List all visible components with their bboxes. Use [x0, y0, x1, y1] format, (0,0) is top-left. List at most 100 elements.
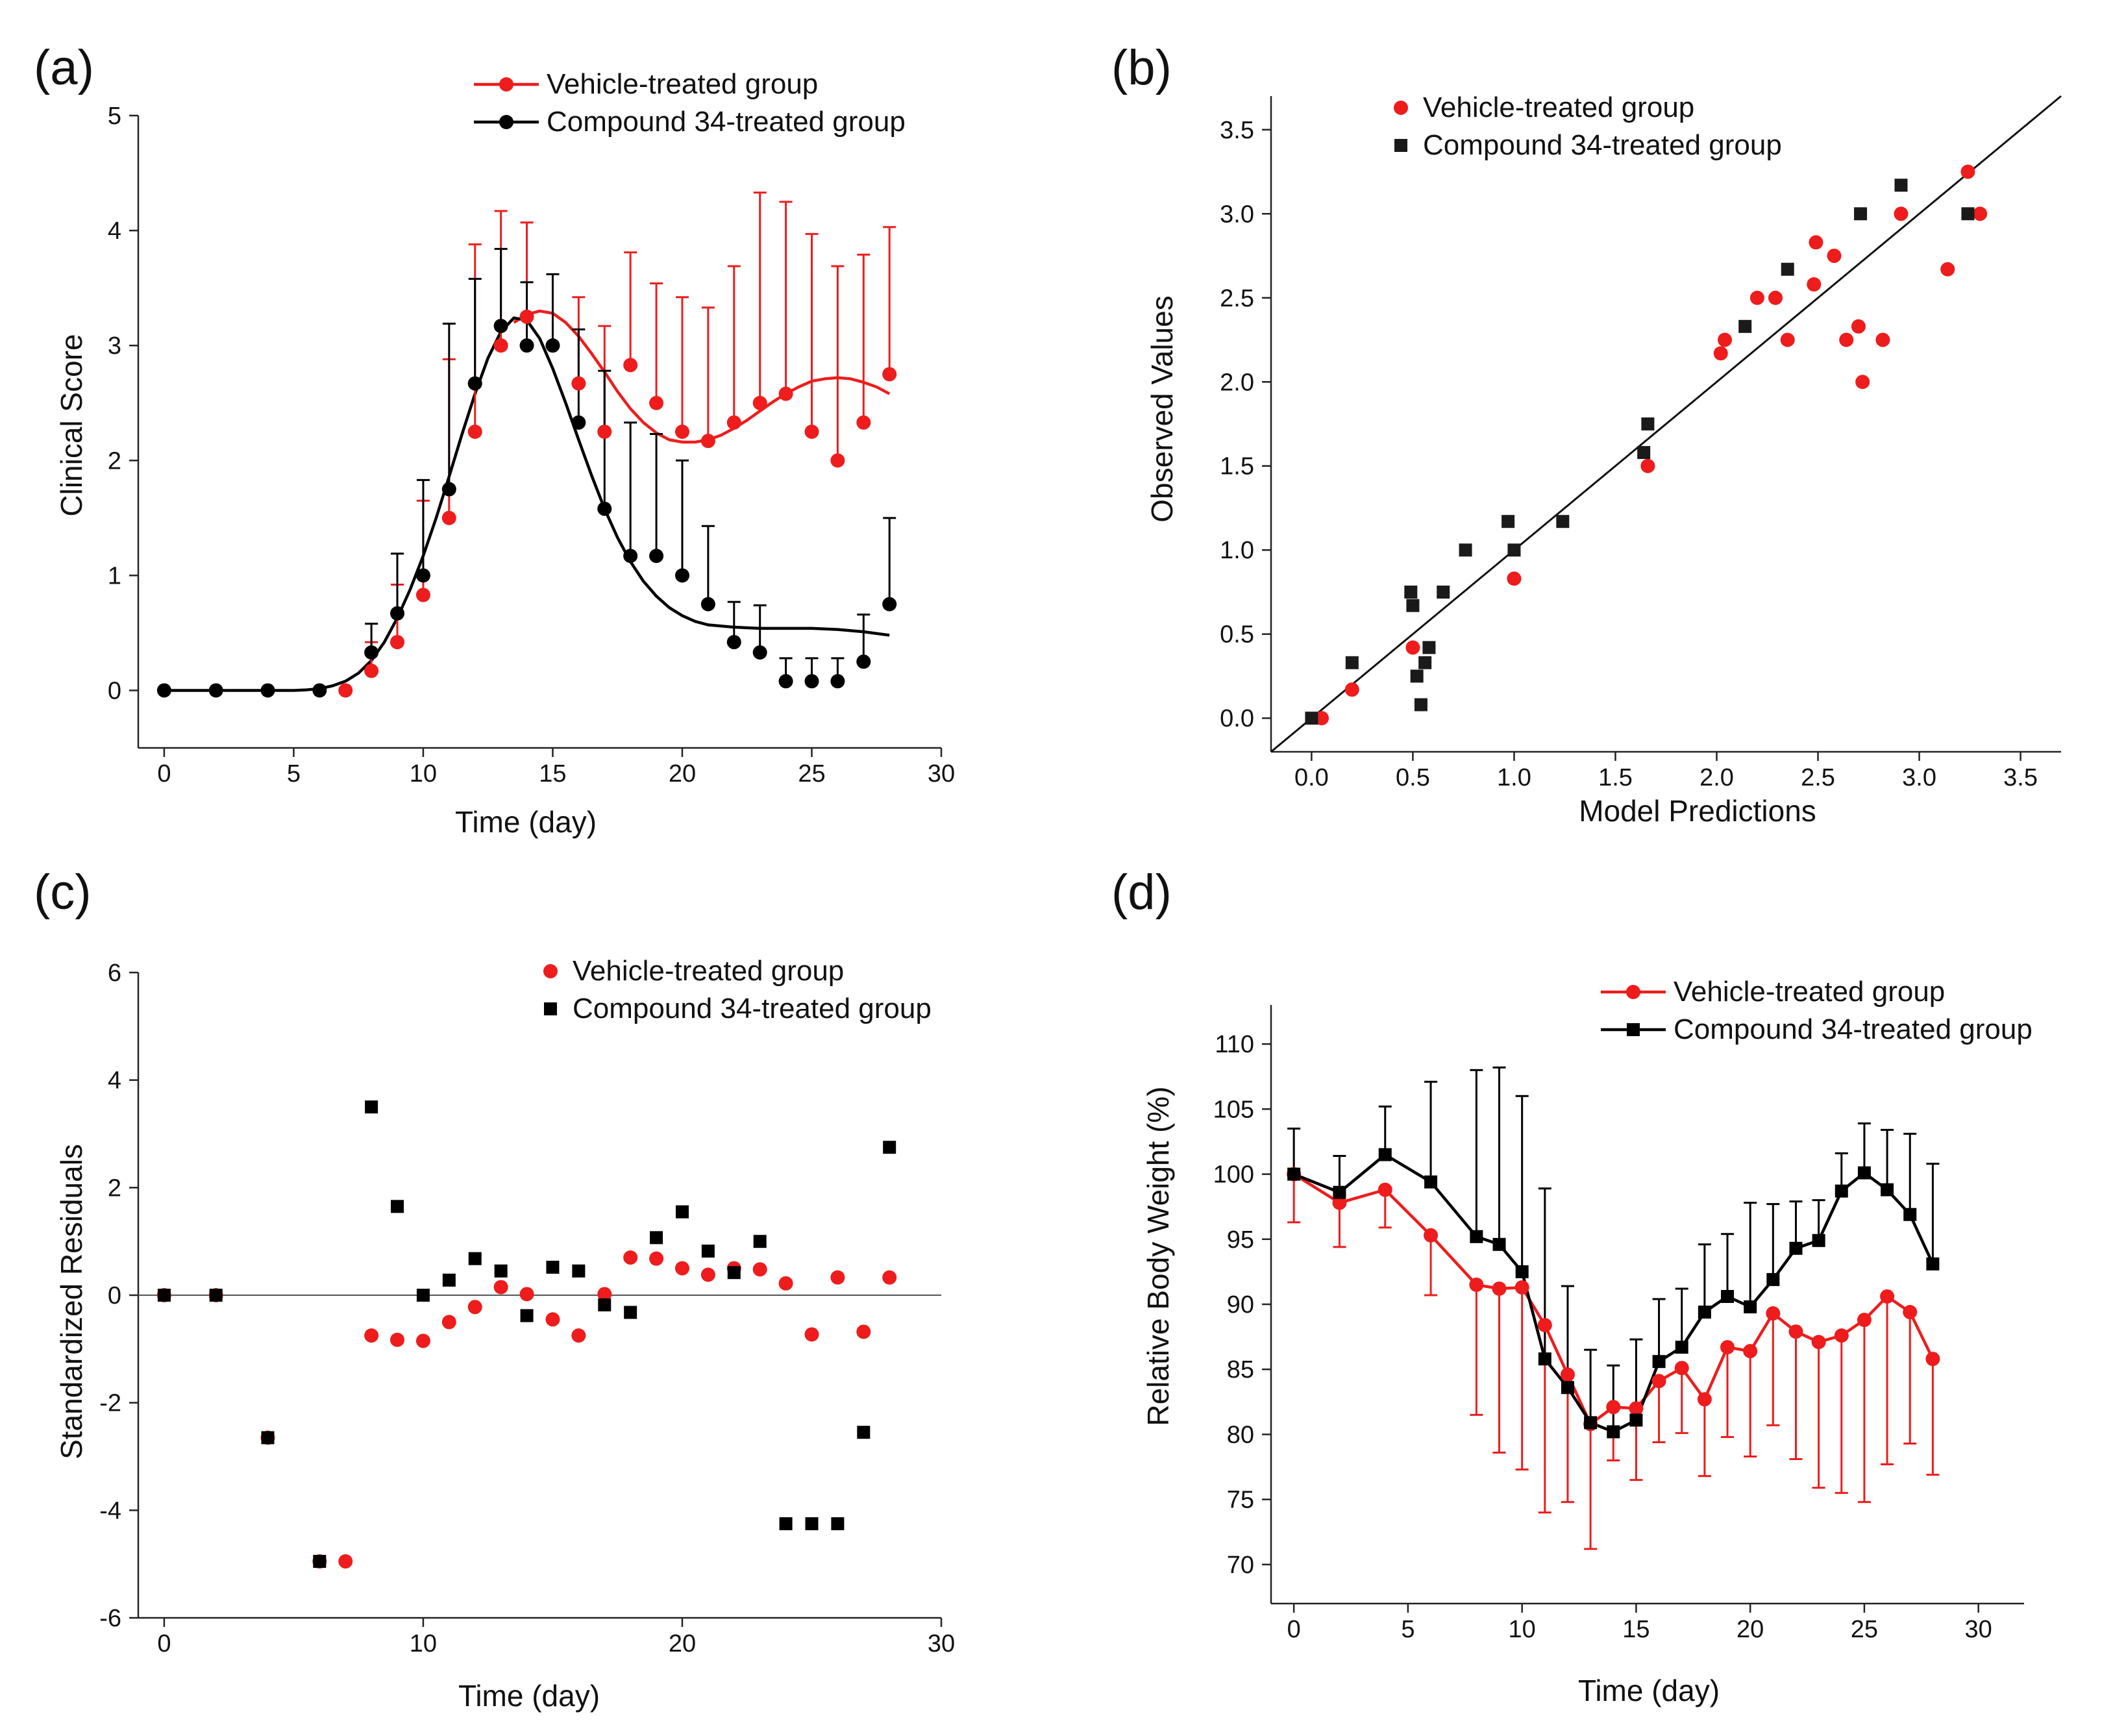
panel-d-data-point	[1560, 1367, 1575, 1382]
panel-a-data-point	[519, 309, 534, 324]
panel-b-data-point	[1875, 332, 1890, 347]
panel-d-legend-vehicle: Vehicle-treated group	[1674, 976, 1945, 1008]
panel-a-data-point	[364, 645, 379, 660]
panel-c-ytick-label: 4	[108, 1067, 121, 1095]
panel-b-data-point	[1405, 640, 1420, 655]
panel-c-data-point	[831, 1517, 845, 1531]
panel-b-identity-line	[1270, 95, 2062, 753]
panel-a-data-point	[623, 358, 638, 373]
panel-c-data-point	[546, 1260, 560, 1274]
panel-a-data-point	[804, 674, 819, 689]
panel-c-data-point	[493, 1280, 508, 1295]
panel-d-data-point	[1811, 1335, 1826, 1350]
panel-d-data-point	[1675, 1341, 1688, 1354]
panel-b-observed-vs-predicted: (b) Model Predictions Observed Values 0.…	[1111, 40, 2062, 828]
panel-d-data-point	[1721, 1289, 1735, 1303]
panel-a-ytick-label: 2	[108, 447, 121, 475]
panel-a-label: (a)	[34, 40, 94, 95]
panel-b-data-point	[1851, 319, 1866, 334]
panel-d-data-point	[1333, 1185, 1346, 1199]
panel-a-xtick-label: 15	[539, 760, 566, 787]
panel-d-data-point	[1606, 1400, 1621, 1415]
panel-a-data-point	[156, 683, 171, 698]
panel-a-data-point	[700, 597, 715, 612]
panel-b-data-point	[1418, 656, 1432, 669]
panel-a-data-point	[830, 453, 845, 468]
panel-d-xtick-label: 10	[1509, 1616, 1536, 1643]
panel-a-data-point	[830, 674, 845, 689]
panel-b-xtick-label: 0.5	[1396, 764, 1430, 791]
panel-b-data-point	[1827, 249, 1842, 264]
panel-b-data-point	[1749, 290, 1764, 305]
panel-b-ytick-label: 3.0	[1220, 201, 1254, 228]
panel-c-data-point	[857, 1426, 871, 1439]
panel-c-data-point	[365, 1100, 378, 1114]
panel-c-data-point	[674, 1261, 689, 1276]
panel-d-data-point	[1766, 1272, 1780, 1286]
panel-a-clinical-score: (a) Time (day) Clinical Score 0 5 10 15 20 25…	[34, 40, 955, 839]
panel-a-data-point	[260, 683, 275, 698]
panel-c-data-point	[391, 1200, 404, 1213]
panel-b-data-point	[1305, 712, 1318, 725]
panel-d-data-point	[1835, 1184, 1848, 1198]
panel-a-marks: 0 5 10 15 20 25 30 0 1 2 3 4 5	[108, 103, 955, 787]
panel-c-xtick-label: 30	[928, 1630, 955, 1657]
panel-a-data-point	[726, 415, 741, 430]
panel-b-data-point	[1437, 585, 1450, 599]
panel-a-data-point	[597, 501, 612, 516]
panel-c-data-point	[468, 1252, 482, 1265]
panel-c-data-point	[650, 1231, 663, 1245]
panel-a-data-point	[623, 549, 638, 564]
panel-a-data-point	[390, 606, 405, 621]
panel-d-relative-body-weight: (d) Time (day) Relative Body Weight (%) …	[1111, 865, 2033, 1707]
panel-d-ytick-label: 110	[1215, 1031, 1254, 1058]
panel-a-data-point	[778, 674, 793, 689]
panel-d-data-point	[1925, 1352, 1940, 1367]
panel-c-data-point	[441, 1315, 456, 1330]
panel-d-data-point	[1744, 1300, 1757, 1314]
panel-d-xtick-label: 25	[1851, 1616, 1878, 1643]
panel-b-data-point	[1404, 585, 1418, 599]
panel-a-data-point	[674, 425, 689, 439]
panel-c-legend-compound: Compound 34-treated group	[573, 993, 932, 1024]
panel-c-data-point	[390, 1332, 405, 1347]
panel-b-data-point	[1768, 290, 1783, 305]
panel-d-legend: Vehicle-treated group Compound 34-treate…	[1601, 976, 2033, 1045]
panel-a-ytick-label: 0	[108, 677, 121, 704]
panel-d-ytick-label: 105	[1213, 1096, 1254, 1123]
panel-b-ytick-label: 2.0	[1220, 369, 1254, 396]
panel-d-data-point	[1788, 1324, 1803, 1339]
panel-d-data-point	[1537, 1318, 1552, 1333]
panel-d-data-point	[1584, 1416, 1598, 1430]
panel-c-data-point	[157, 1289, 171, 1302]
panel-a-legend-compound: Compound 34-treated group	[547, 106, 906, 138]
panel-b-data-point	[1738, 319, 1752, 333]
panel-d-data-point	[1651, 1374, 1666, 1389]
panel-c-ytick-label: -2	[99, 1390, 121, 1417]
panel-a-xlabel: Time (day)	[455, 805, 597, 839]
panel-d-legend-marker	[1627, 1023, 1640, 1036]
panel-c-data-point	[804, 1327, 819, 1342]
panel-d-xtick-label: 20	[1736, 1616, 1764, 1643]
panel-b-data-point	[1839, 332, 1854, 347]
panel-d-xtick-label: 0	[1287, 1616, 1301, 1643]
panel-d-data-point	[1424, 1228, 1439, 1243]
panel-c-legend-marker	[544, 1002, 557, 1015]
panel-c-xlabel: Time (day)	[458, 1679, 600, 1713]
panel-c-data-point	[519, 1287, 534, 1302]
panel-c-data-point	[623, 1250, 638, 1265]
panel-d-data-point	[1903, 1208, 1917, 1221]
panel-c-data-point	[779, 1517, 793, 1531]
panel-d-ytick-label: 80	[1227, 1421, 1254, 1448]
panel-b-data-point	[1344, 682, 1359, 697]
panel-b-data-point	[1406, 599, 1420, 612]
panel-d-xtick-label: 5	[1401, 1616, 1415, 1643]
panel-b-data-point	[1637, 446, 1651, 460]
panel-d-data-point	[1629, 1401, 1644, 1416]
panel-b-legend-marker	[1394, 101, 1408, 115]
panel-d-data-point	[1332, 1195, 1347, 1210]
panel-d-xlabel: Time (day)	[1578, 1674, 1720, 1707]
panel-c-data-point	[675, 1205, 689, 1219]
panel-d-data-point	[1857, 1166, 1871, 1180]
